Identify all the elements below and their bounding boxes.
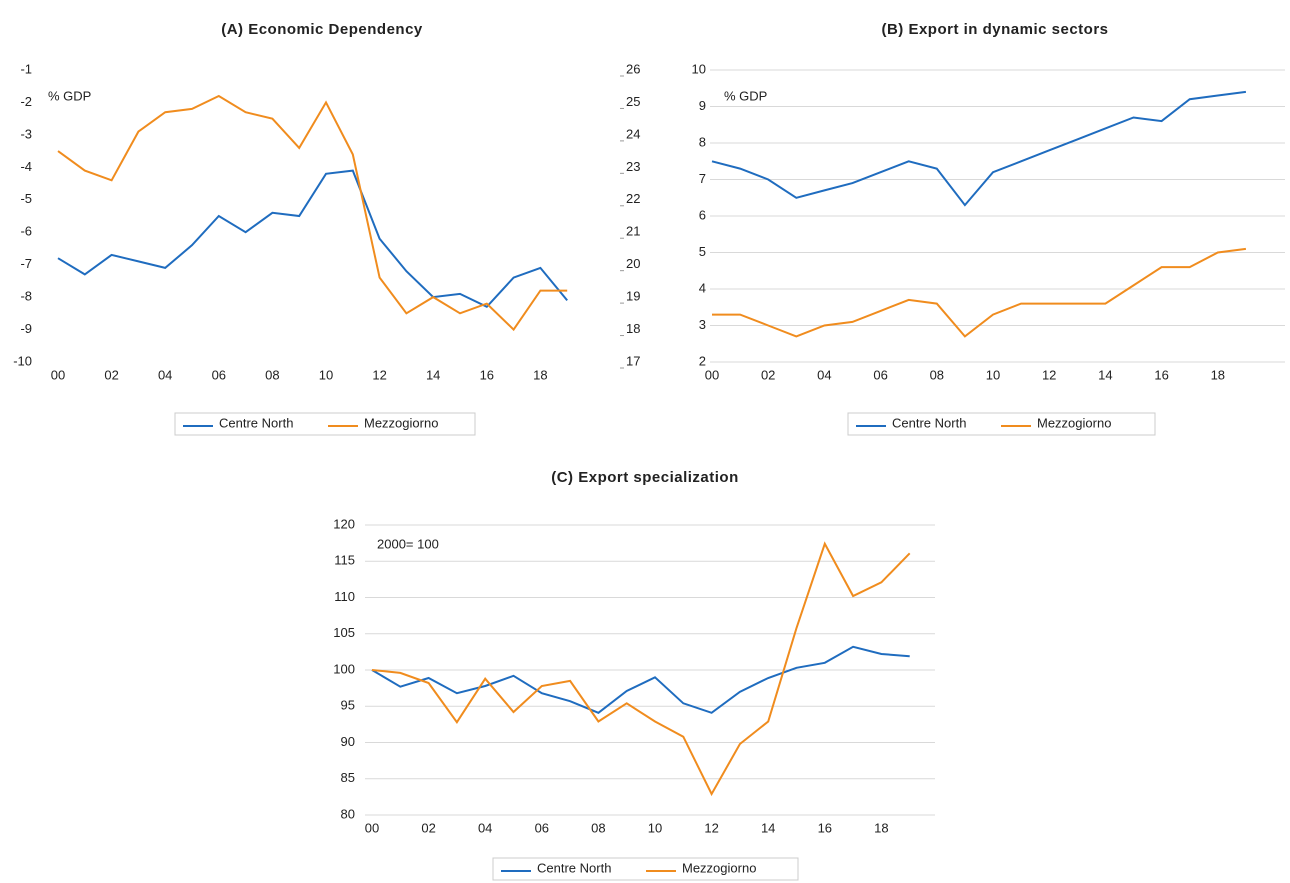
y-tick-label: -8 [20,289,32,304]
x-tick-label: 18 [874,820,888,835]
chart-title: (C) Export specialization [551,469,739,486]
y-tick-label: -10 [13,353,32,368]
y-tick-label: 10 [692,61,706,76]
x-tick-label: 04 [158,367,172,382]
legend-box [847,412,1156,436]
y-tick-label: 3 [699,317,706,332]
x-tick-label: 04 [817,367,831,382]
y-tick-label: 85 [341,770,355,785]
x-tick-label: 10 [986,367,1000,382]
y2-tick-label: 17 [626,353,640,368]
x-tick-label: 04 [478,820,492,835]
x-tick-label: 10 [648,820,662,835]
y-tick-label: -6 [20,224,32,239]
y-tick-label: 110 [334,589,355,604]
y-tick-label: -9 [20,321,32,336]
x-tick-label: 14 [1098,367,1112,382]
y-tick-label: -7 [20,256,32,271]
x-tick-label: 02 [761,367,775,382]
series-line [57,94,568,332]
y-tick-label: 9 [699,98,706,113]
x-tick-label: 08 [930,367,944,382]
y-tick-label: 100 [333,661,355,676]
y-tick-label: 120 [333,516,355,531]
y2-tick-label: 23 [626,159,640,174]
y-tick-label: 105 [333,625,355,640]
legend-label: Mezzogiorno [364,415,438,430]
series-line [712,247,1247,338]
annotation: 2000= 100 [377,536,439,551]
x-tick-label: 16 [818,820,832,835]
legend-box [174,412,476,436]
y-tick-label: 4 [699,280,706,295]
y2-tick-label: 22 [626,191,640,206]
y2-tick-label: 24 [626,126,640,141]
series-line [57,169,568,309]
y2-tick-label: 18 [626,321,640,336]
y-tick-label: -3 [20,126,32,141]
x-tick-label: 12 [1042,367,1056,382]
x-tick-label: 06 [873,367,887,382]
y-tick-label: 95 [341,698,355,713]
chart-title: (B) Export in dynamic sectors [881,21,1108,38]
x-tick-label: 16 [1154,367,1168,382]
y-tick-label: 80 [341,806,355,821]
y2-tick-label: 25 [626,94,640,109]
x-tick-label: 00 [365,820,379,835]
x-tick-label: 08 [265,367,279,382]
x-tick-label: 14 [761,820,775,835]
y2-tick-label: 26 [626,61,640,76]
y-tick-label: 115 [334,553,355,568]
annotation: % GDP [724,88,767,103]
x-tick-label: 02 [421,820,435,835]
y-tick-label: -5 [20,191,32,206]
y-tick-label: 2 [699,353,706,368]
x-tick-label: 12 [372,367,386,382]
series-line [371,645,910,714]
annotation: % GDP [48,88,91,103]
y2-tick-label: 19 [626,289,640,304]
legend-box [492,857,799,881]
x-tick-label: 00 [51,367,65,382]
y2-tick-label: 20 [626,256,640,271]
series-line [711,90,1247,207]
legend-label: Mezzogiorno [1037,415,1111,430]
legend-label: Centre North [219,415,293,430]
y-tick-label: -2 [20,94,32,109]
chart-title: (A) Economic Dependency [221,21,423,38]
legend-label: Mezzogiorno [682,860,756,875]
x-tick-label: 00 [705,367,719,382]
legend-label: Centre North [537,860,611,875]
x-tick-label: 06 [535,820,549,835]
x-tick-label: 12 [704,820,718,835]
x-tick-label: 16 [480,367,494,382]
y-tick-label: 90 [341,734,355,749]
x-tick-label: 10 [319,367,333,382]
y-tick-label: 8 [699,134,706,149]
y-tick-label: -1 [20,61,32,76]
y-tick-label: 6 [699,207,706,222]
y-tick-label: -4 [20,159,32,174]
x-tick-label: 18 [1211,367,1225,382]
x-tick-label: 08 [591,820,605,835]
series-line [371,541,911,797]
x-tick-label: 06 [212,367,226,382]
y2-tick-label: 21 [626,224,640,239]
x-tick-label: 14 [426,367,440,382]
legend-label: Centre North [892,415,966,430]
x-tick-label: 02 [104,367,118,382]
x-tick-label: 18 [533,367,547,382]
y-tick-label: 7 [699,171,706,186]
y-tick-label: 5 [699,244,706,259]
